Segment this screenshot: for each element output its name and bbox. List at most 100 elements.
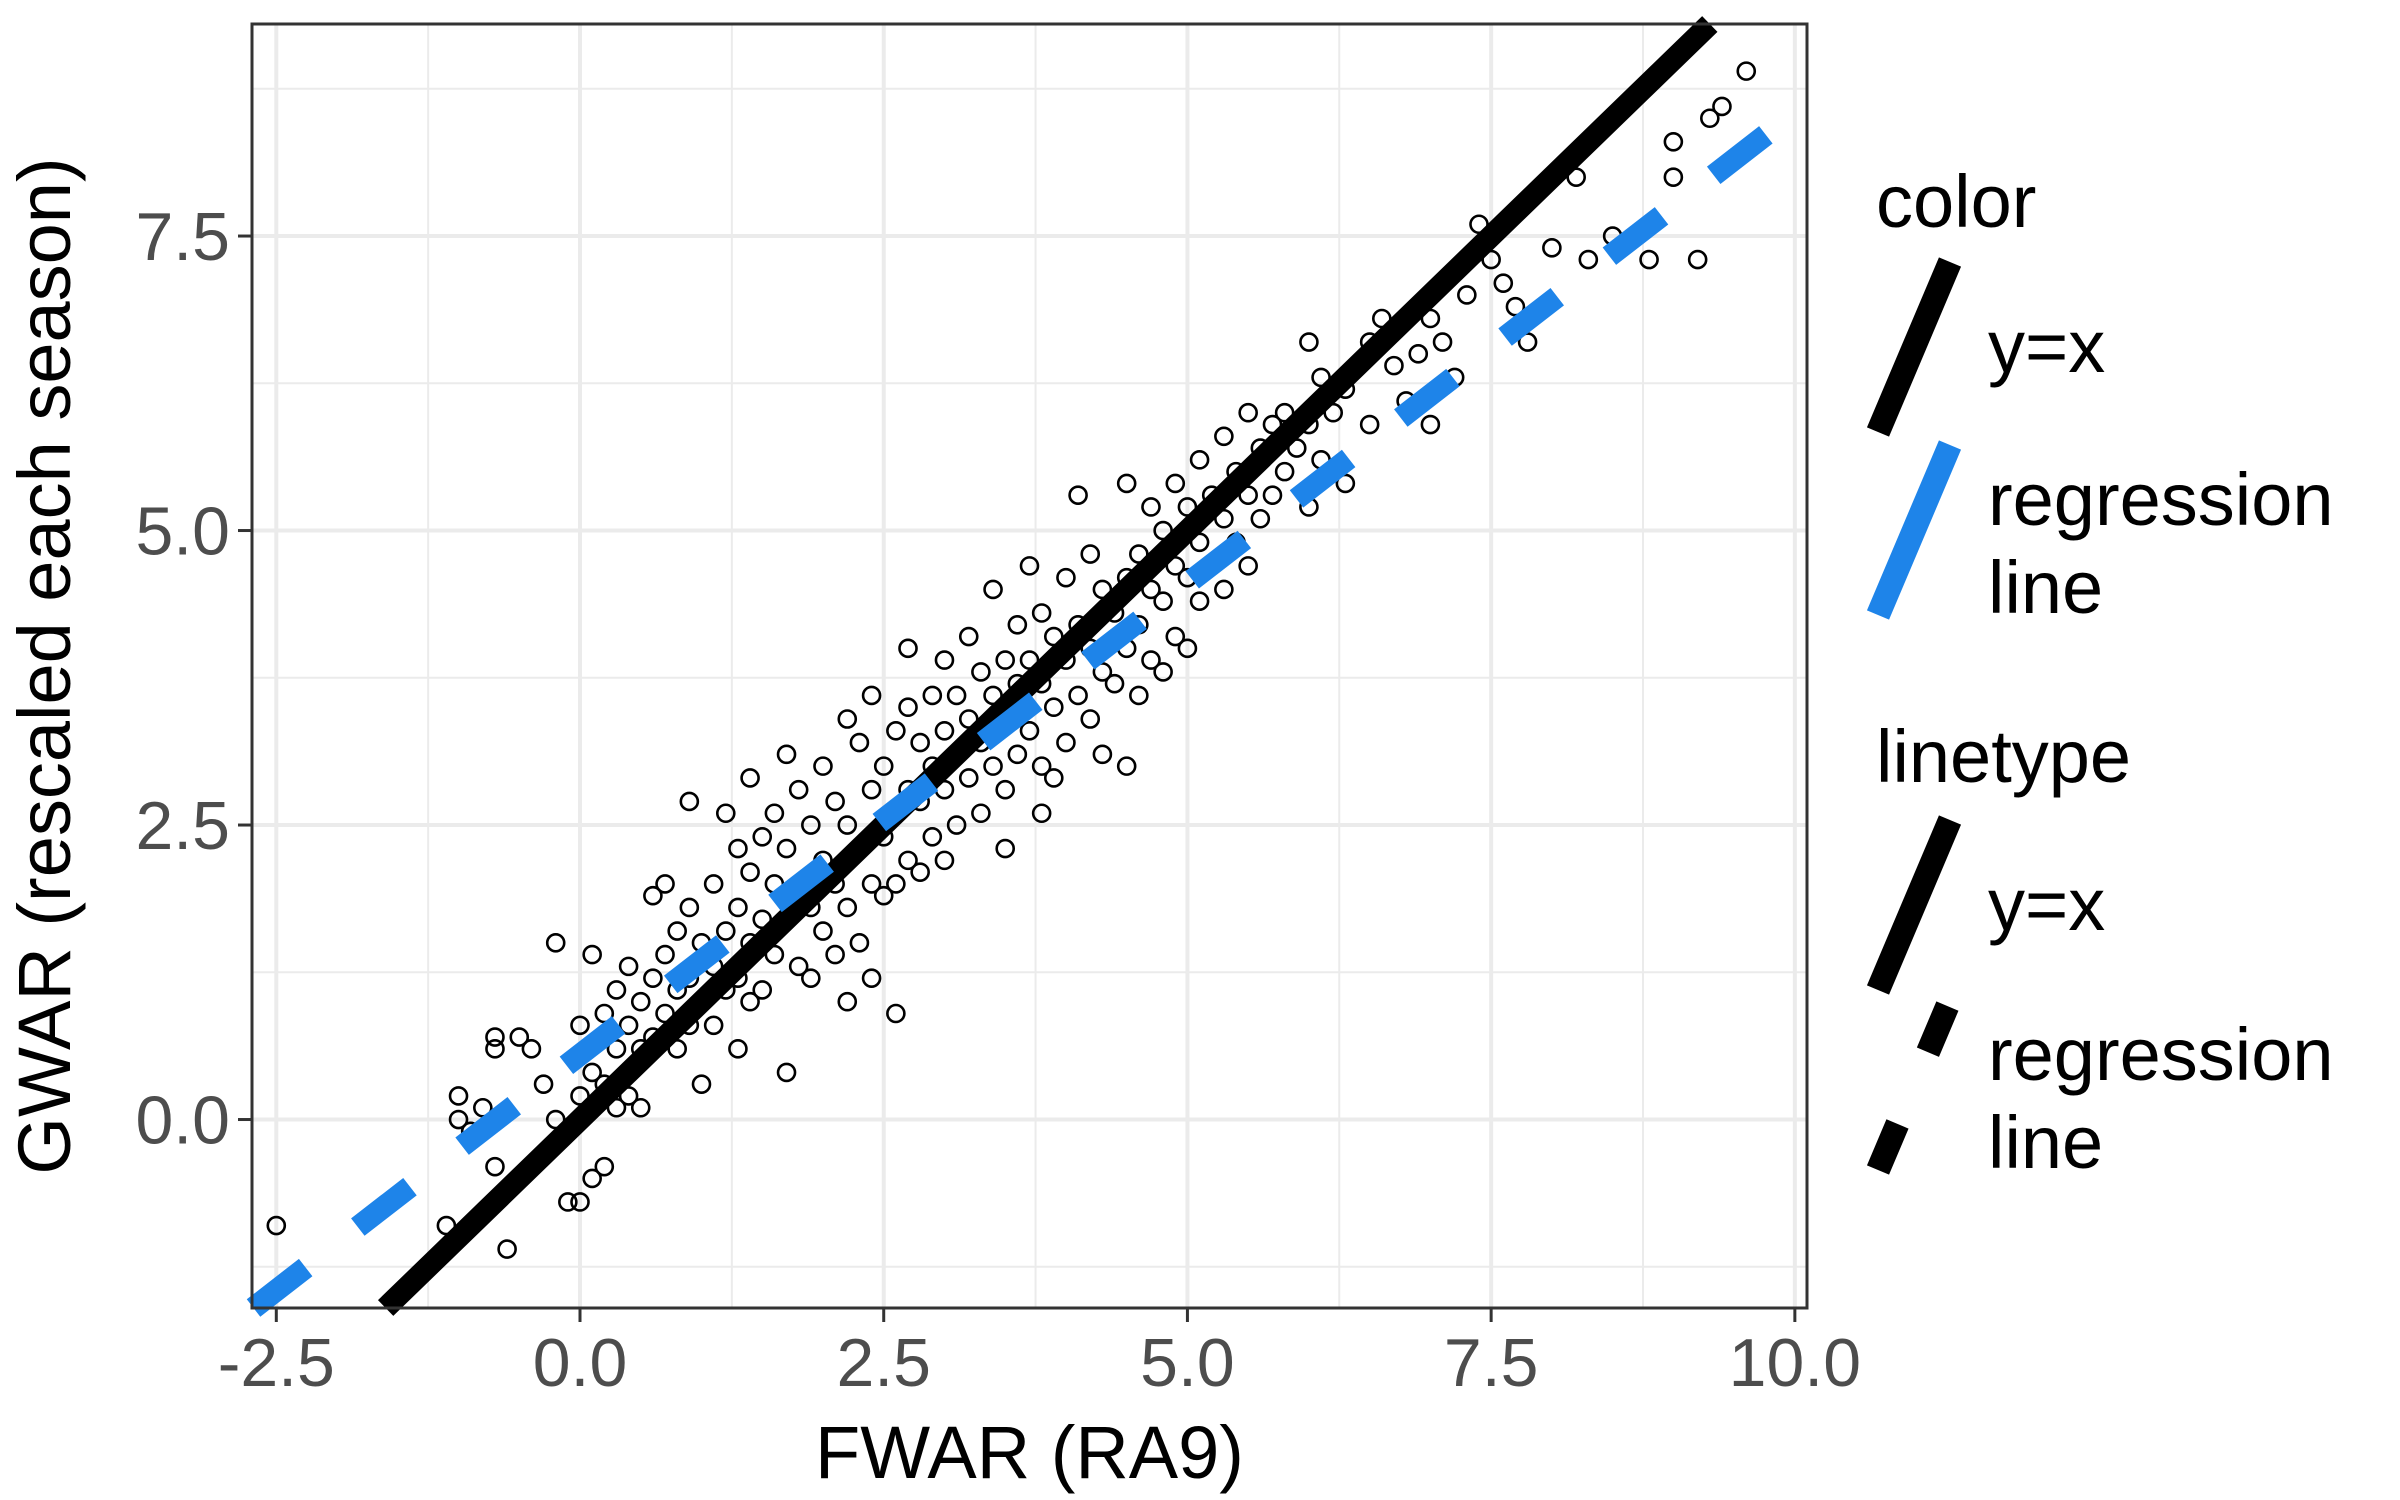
scatter-point [1116, 473, 1137, 494]
y-axis-title: GWAR (rescaled each season) [3, 157, 86, 1174]
scatter-point [1092, 744, 1113, 765]
scatter-point [1189, 591, 1210, 612]
scatter-point [606, 980, 627, 1000]
scatter-point [643, 885, 663, 906]
legend-key [1866, 440, 1962, 620]
reference-lines [246, 16, 1814, 1317]
scatter-point [886, 1003, 906, 1024]
scatter-point [1299, 332, 1319, 352]
legend-label: regression [1988, 1013, 2334, 1096]
scatter-point [776, 1062, 797, 1083]
scatter-point [1663, 131, 1684, 152]
scatter-point [558, 1192, 578, 1212]
scatter-point [655, 874, 675, 894]
scatter-point [946, 815, 967, 835]
scatter-point [1031, 756, 1052, 776]
scatter-point [1019, 720, 1040, 741]
legend-key [1866, 257, 1962, 437]
scatter-point [837, 897, 858, 918]
scatter-point [898, 697, 918, 718]
scatter-point [886, 720, 906, 741]
scatter-point [266, 1215, 287, 1236]
scatter-point [801, 968, 821, 988]
scatter-point [703, 874, 724, 894]
scatter-point [1141, 650, 1161, 670]
scatter-point [618, 1015, 639, 1036]
legend-title-color: color [1876, 160, 2036, 243]
scatter-point [1700, 108, 1720, 129]
scatter-point [1542, 238, 1562, 258]
scatter-point [485, 1156, 505, 1177]
scatter-point [618, 956, 639, 977]
x-tick-label: 10.0 [1729, 1325, 1861, 1401]
scatter-point [1493, 273, 1514, 293]
scatter-point [509, 1027, 530, 1047]
scatter-point [861, 874, 882, 894]
scatter-point [485, 1027, 505, 1047]
scatter-point [776, 838, 797, 859]
legend-label: y=x [1988, 863, 2105, 946]
scatter-point [752, 980, 773, 1000]
scatter-point [922, 827, 943, 847]
scatter-point [971, 662, 991, 682]
scatter-point [570, 1015, 590, 1036]
x-tick-label: 0.0 [533, 1325, 628, 1401]
scatter-point [630, 1097, 651, 1118]
scatter-point [813, 756, 833, 776]
scatter-point [1238, 402, 1258, 423]
scatter-point [1639, 249, 1659, 270]
scatter-point [728, 897, 748, 918]
identity-line [377, 16, 1718, 1316]
scatter-point [983, 579, 1003, 600]
scatter-point [691, 1074, 712, 1094]
scatter-point [1238, 556, 1258, 576]
scatter-point [655, 944, 675, 965]
scatter-point [934, 650, 955, 670]
scatter-point [995, 838, 1016, 859]
scatter-point [1129, 685, 1149, 706]
scatter-point [1153, 662, 1173, 682]
y-tick-label: 0.0 [135, 1083, 230, 1159]
legend-label: regression [1988, 458, 2334, 541]
scatter-point [643, 968, 663, 988]
scatter-point [861, 685, 882, 706]
legend: colory=xregressionlinelinetypey=xregress… [1866, 160, 2334, 1184]
scatter-point [485, 1039, 505, 1059]
scatter-point [1250, 508, 1271, 529]
x-tick-label: 2.5 [836, 1325, 931, 1401]
x-tick-label: 7.5 [1444, 1325, 1539, 1401]
legend-label: y=x [1988, 305, 2105, 388]
scatter-point [1043, 768, 1064, 788]
scatter-point [1043, 697, 1064, 718]
scatter-point [1384, 355, 1404, 376]
grid [252, 24, 1807, 1308]
scatter-point [1578, 249, 1599, 270]
scatter-point [1408, 344, 1429, 364]
scatter-point [448, 1109, 469, 1130]
scatter-point [545, 933, 566, 953]
scatter-point [1116, 756, 1137, 776]
scatter-point [958, 626, 979, 647]
scatter-point [630, 991, 651, 1012]
scatter-point [1080, 544, 1101, 564]
scatter-point [910, 732, 930, 753]
scatter-point [679, 791, 700, 812]
scatter-point [837, 991, 858, 1012]
scatter-point [983, 756, 1003, 776]
scatter-point [497, 1239, 517, 1259]
scatter-point [740, 991, 760, 1012]
scatter-point [801, 815, 821, 835]
x-tick-label: -2.5 [218, 1325, 335, 1401]
scatter-point [837, 709, 858, 729]
scatter-point [728, 838, 748, 859]
scatter-point [873, 756, 894, 776]
scatter-point [1420, 414, 1441, 435]
scatter-point [1359, 414, 1380, 435]
y-tick-label: 5.0 [135, 494, 230, 570]
scatter-point [861, 968, 882, 988]
y-tick-label: 2.5 [135, 788, 230, 864]
legend-title-linetype: linetype [1876, 715, 2131, 798]
scatter-point [582, 1062, 602, 1083]
scatter-point [703, 1015, 724, 1036]
scatter-point [958, 768, 979, 788]
